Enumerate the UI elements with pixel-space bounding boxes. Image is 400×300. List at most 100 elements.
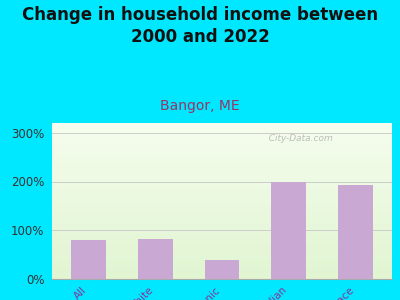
Bar xyxy=(52,201,392,202)
Bar xyxy=(52,188,392,190)
Bar xyxy=(52,179,392,181)
Bar xyxy=(52,204,392,206)
Bar xyxy=(52,221,392,223)
Bar xyxy=(52,238,392,240)
Bar xyxy=(52,202,392,204)
Bar xyxy=(52,134,392,136)
Bar xyxy=(52,157,392,159)
Bar xyxy=(52,156,392,157)
Bar xyxy=(52,270,392,271)
Bar xyxy=(52,137,392,139)
Bar xyxy=(52,136,392,137)
Bar xyxy=(52,227,392,229)
Bar xyxy=(52,187,392,188)
Bar xyxy=(52,254,392,256)
Bar xyxy=(52,190,392,192)
Bar xyxy=(52,263,392,265)
Bar xyxy=(52,126,392,128)
Bar xyxy=(52,209,392,210)
Bar xyxy=(52,273,392,274)
Bar xyxy=(52,251,392,253)
Bar xyxy=(52,278,392,279)
Bar xyxy=(52,131,392,132)
Bar xyxy=(52,139,392,140)
Bar xyxy=(52,195,392,196)
Bar xyxy=(138,239,173,279)
Bar xyxy=(52,149,392,151)
Bar xyxy=(52,124,392,126)
Bar xyxy=(52,214,392,215)
Bar xyxy=(52,266,392,268)
Bar xyxy=(52,210,392,212)
Bar xyxy=(52,262,392,263)
Bar xyxy=(52,168,392,170)
Bar xyxy=(52,148,392,149)
Bar xyxy=(52,182,392,184)
Bar xyxy=(52,223,392,224)
Bar xyxy=(52,145,392,146)
Bar xyxy=(52,265,392,266)
Bar xyxy=(52,207,392,209)
Bar xyxy=(52,153,392,154)
Bar xyxy=(52,257,392,259)
Bar xyxy=(52,248,392,249)
Bar xyxy=(52,196,392,198)
Bar xyxy=(52,256,392,257)
Bar xyxy=(52,185,392,187)
Bar xyxy=(52,215,392,217)
Bar xyxy=(52,160,392,162)
Bar xyxy=(52,129,392,131)
Bar xyxy=(52,170,392,171)
Bar xyxy=(205,260,239,279)
Bar xyxy=(52,151,392,153)
Bar xyxy=(71,240,106,279)
Bar xyxy=(52,259,392,260)
Bar xyxy=(52,253,392,254)
Bar xyxy=(52,232,392,234)
Bar xyxy=(52,242,392,243)
Bar xyxy=(52,274,392,276)
Text: Bangor, ME: Bangor, ME xyxy=(160,99,240,113)
Bar xyxy=(52,175,392,176)
Bar xyxy=(52,192,392,193)
Text: Change in household income between
2000 and 2022: Change in household income between 2000 … xyxy=(22,6,378,46)
Bar xyxy=(52,176,392,178)
Bar xyxy=(52,217,392,218)
Bar xyxy=(52,268,392,270)
Bar xyxy=(338,185,373,279)
Bar xyxy=(52,164,392,165)
Bar xyxy=(52,218,392,220)
Bar xyxy=(52,123,392,124)
Bar xyxy=(52,245,392,246)
Bar xyxy=(52,271,392,273)
Bar xyxy=(52,246,392,248)
Bar xyxy=(52,171,392,173)
Bar xyxy=(271,182,306,279)
Bar xyxy=(52,224,392,226)
Bar xyxy=(52,128,392,129)
Bar xyxy=(52,178,392,179)
Bar xyxy=(52,146,392,148)
Bar xyxy=(52,229,392,231)
Bar xyxy=(52,243,392,245)
Bar xyxy=(52,132,392,134)
Bar xyxy=(52,167,392,168)
Bar xyxy=(52,159,392,160)
Bar xyxy=(52,184,392,185)
Text: City-Data.com: City-Data.com xyxy=(263,134,332,143)
Bar xyxy=(52,231,392,232)
Bar xyxy=(52,220,392,221)
Bar xyxy=(52,181,392,182)
Bar xyxy=(52,212,392,214)
Bar xyxy=(52,249,392,251)
Bar xyxy=(52,165,392,167)
Bar xyxy=(52,226,392,227)
Bar xyxy=(52,237,392,238)
Bar xyxy=(52,154,392,156)
Bar xyxy=(52,206,392,207)
Bar xyxy=(52,240,392,242)
Bar xyxy=(52,234,392,235)
Bar xyxy=(52,162,392,164)
Bar xyxy=(52,276,392,278)
Bar xyxy=(52,142,392,143)
